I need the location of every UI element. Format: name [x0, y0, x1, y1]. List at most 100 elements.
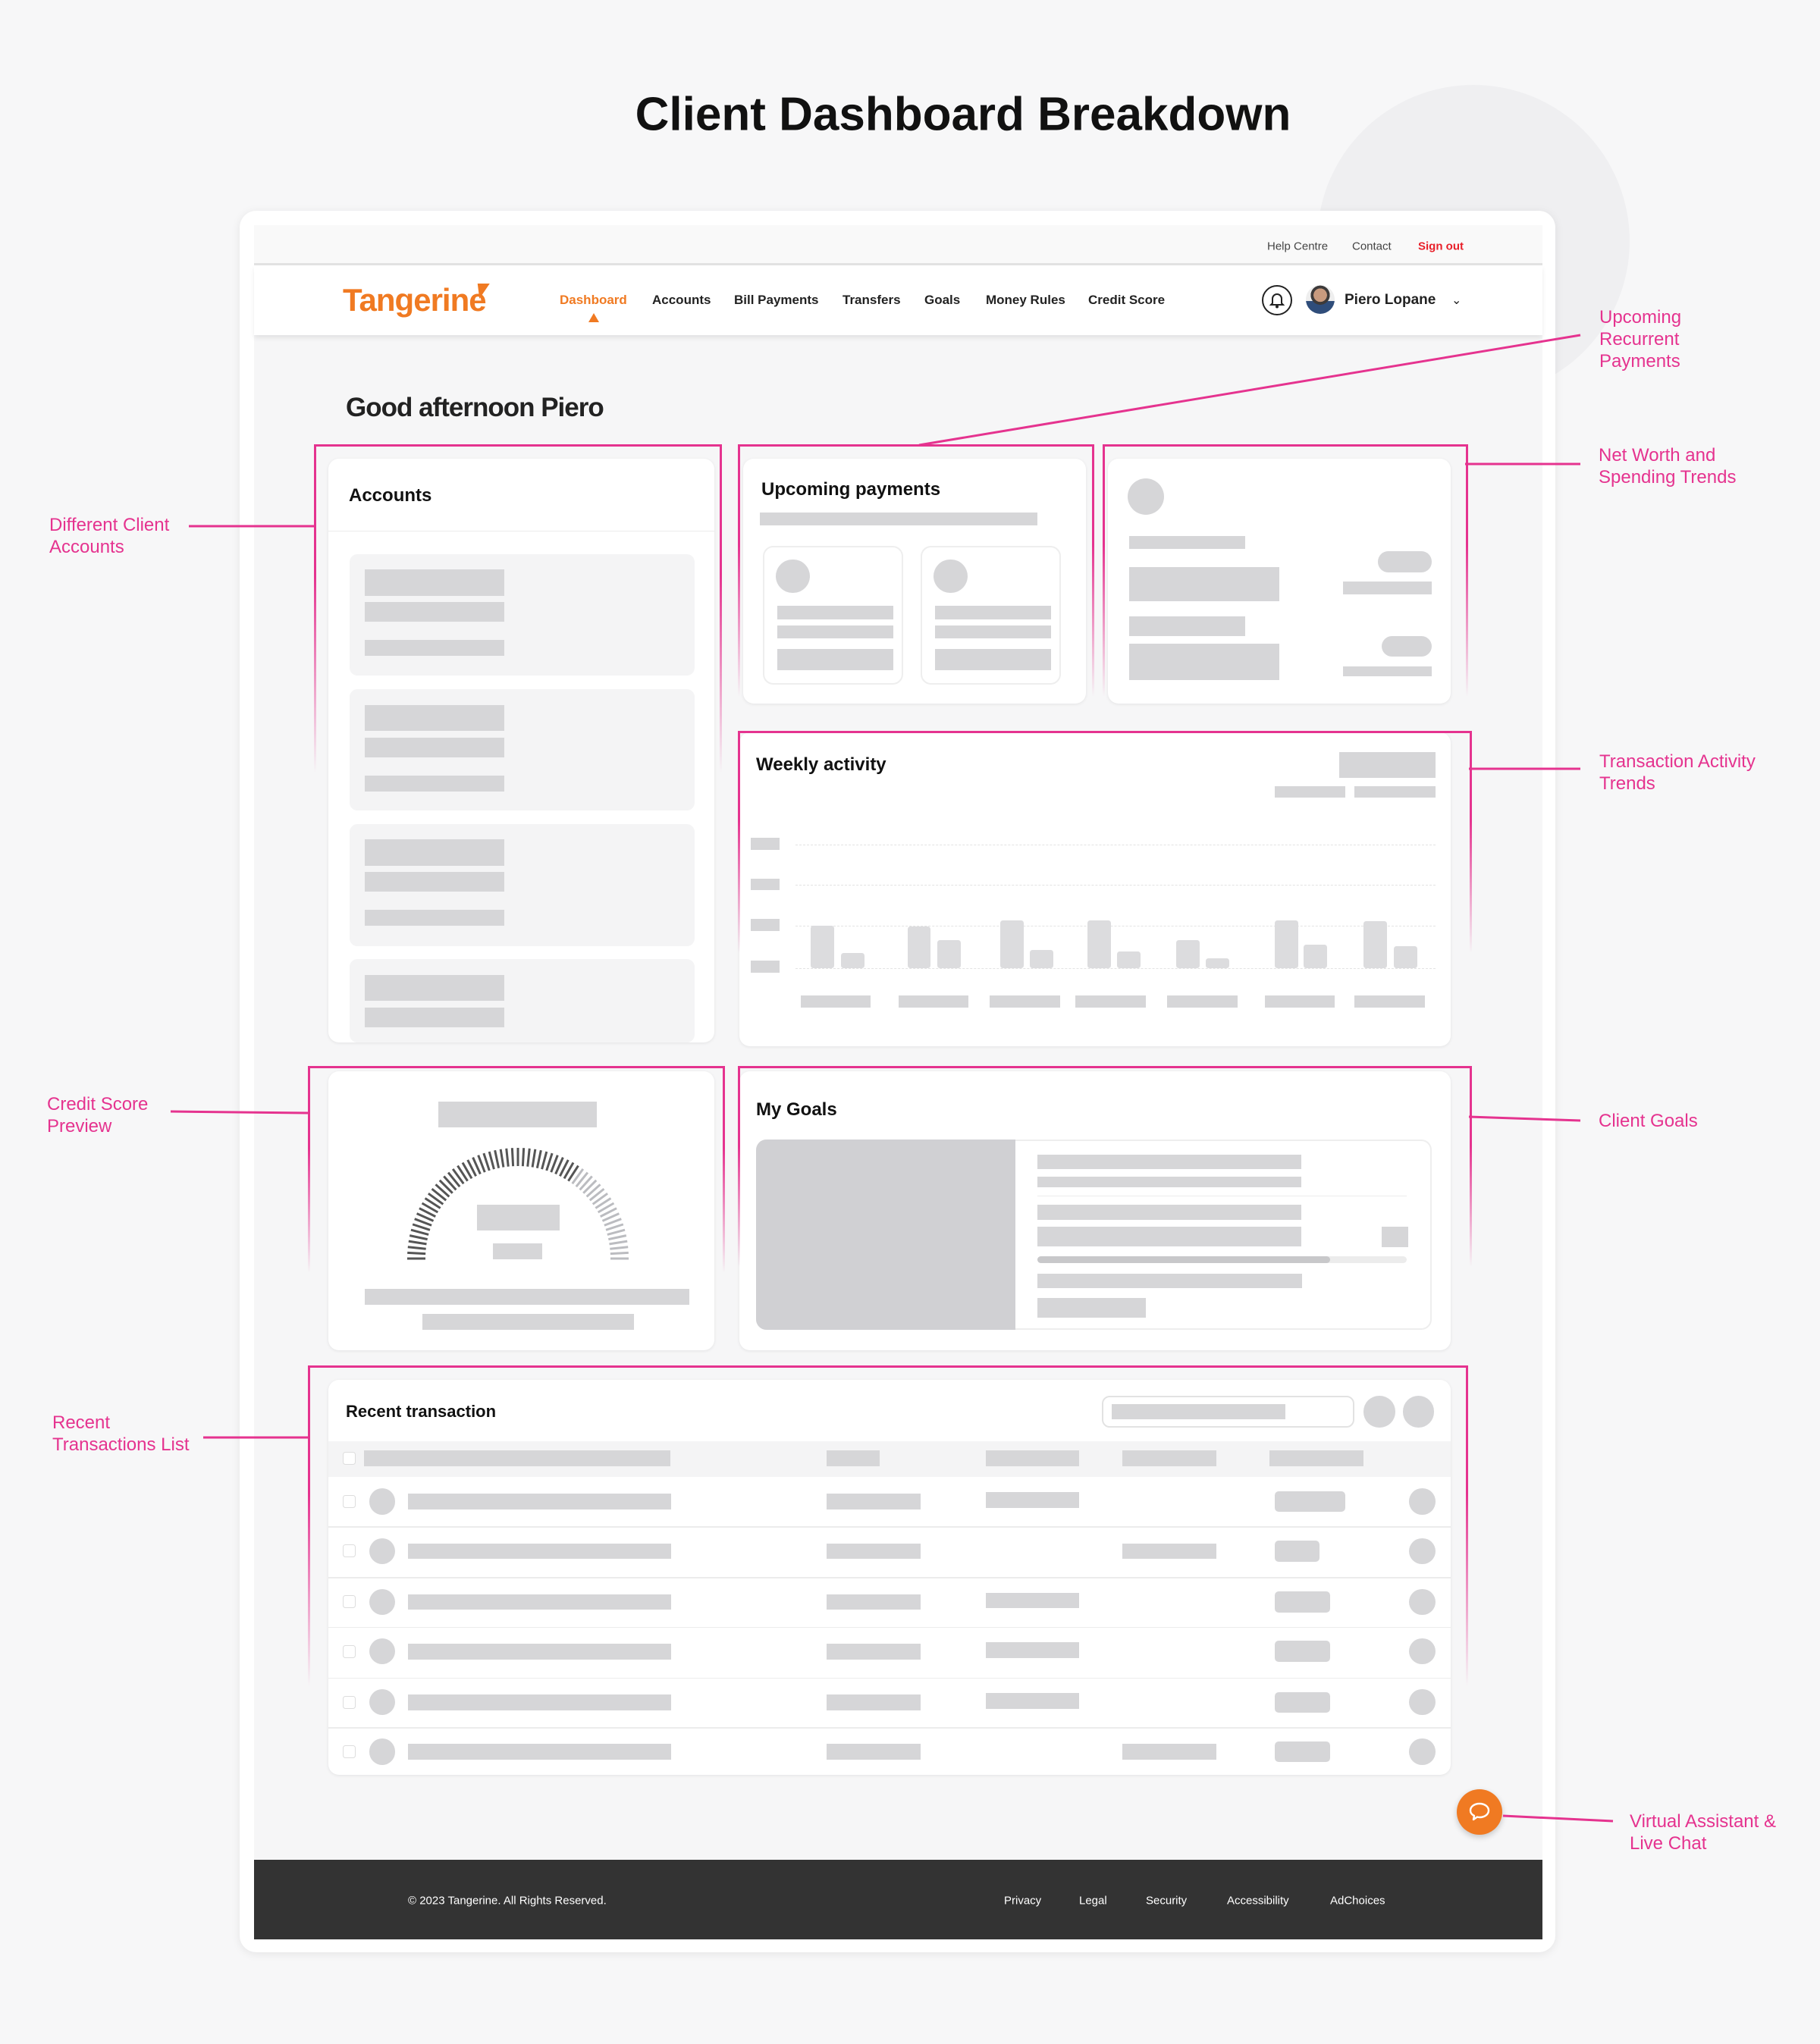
y-axis-label: [751, 878, 780, 891]
gauge-tick: [451, 1168, 465, 1185]
gauge-tick: [575, 1171, 589, 1188]
avatar[interactable]: [1306, 285, 1335, 314]
nav-credit-score[interactable]: Credit Score: [1088, 293, 1166, 307]
nav-bill-payments[interactable]: Bill Payments: [734, 293, 819, 307]
gauge-tick: [582, 1179, 598, 1194]
skeleton-bar: [365, 839, 505, 866]
gauge-tick: [407, 1246, 426, 1250]
activity-bar: [811, 925, 835, 969]
skeleton-pill: [1378, 551, 1432, 572]
user-name[interactable]: Piero Lopane: [1345, 292, 1436, 308]
nav-money-rules[interactable]: Money Rules: [986, 293, 1065, 307]
skeleton-bar: [826, 1694, 921, 1710]
footer-legal[interactable]: Legal: [1079, 1894, 1107, 1908]
skeleton-bar: [365, 705, 505, 732]
transaction-icon: [369, 1689, 395, 1716]
outline-weekly: [738, 731, 1472, 953]
gauge-tick: [499, 1149, 505, 1168]
gauge-tick: [559, 1159, 570, 1177]
footer-security[interactable]: Security: [1146, 1894, 1188, 1908]
gauge-tick: [550, 1155, 559, 1173]
row-checkbox: [343, 1494, 356, 1509]
skeleton-bar: [365, 738, 505, 757]
row-action-button: [1409, 1488, 1436, 1515]
page-title: Client Dashboard Breakdown: [635, 88, 1291, 141]
weekly-activity-card: [739, 732, 1451, 1046]
row-divider: [328, 1577, 1451, 1578]
skeleton-bar: [934, 625, 1051, 639]
gauge-tick: [457, 1165, 469, 1182]
skeleton-bar: [1338, 751, 1436, 779]
skeleton-bar: [777, 606, 893, 619]
column-header: [1269, 1450, 1364, 1467]
gauge-tick: [466, 1159, 477, 1177]
chevron-down-icon[interactable]: ⌄: [1451, 294, 1462, 307]
footer-accessibility[interactable]: Accessibility: [1227, 1894, 1289, 1908]
gauge-tick: [428, 1192, 444, 1205]
gauge-tick: [535, 1149, 542, 1168]
skeleton-bar: [1354, 785, 1436, 798]
gauge-tick: [443, 1175, 457, 1191]
transaction-icon: [369, 1738, 395, 1765]
activity-bar: [1117, 951, 1141, 969]
gauge-tick: [409, 1234, 428, 1241]
skeleton-bar: [826, 1543, 921, 1560]
gauge-tick: [521, 1148, 526, 1167]
transaction-icon: [369, 1538, 395, 1565]
skeleton-bar: [365, 775, 505, 792]
bell-icon[interactable]: [1262, 285, 1292, 315]
skeleton-bar: [1342, 666, 1432, 677]
skeleton-bar: [1112, 1403, 1286, 1420]
nav-transfers[interactable]: Transfers: [843, 293, 901, 307]
gauge-tick: [510, 1148, 515, 1167]
outline-networth: [1103, 444, 1468, 697]
gauge-tick: [414, 1218, 432, 1227]
upcoming-payments-title: Upcoming payments: [761, 479, 941, 500]
outline-recent: [308, 1365, 1468, 1686]
gridline: [795, 968, 1436, 970]
transaction-icon: [369, 1638, 395, 1665]
gauge-tick: [554, 1157, 564, 1175]
gauge-tick: [610, 1246, 629, 1250]
chat-button[interactable]: [1457, 1789, 1502, 1835]
skeleton-pill: [1382, 635, 1432, 657]
gauge-tick: [567, 1165, 579, 1182]
row-divider: [328, 1526, 1451, 1528]
gauge-tick: [421, 1202, 439, 1214]
amount-badge: [1275, 1591, 1330, 1613]
column-header: [826, 1450, 880, 1467]
gauge-tick: [597, 1202, 615, 1214]
footer-adchoices[interactable]: AdChoices: [1330, 1894, 1385, 1908]
annotation-recent: Recent Transactions List: [52, 1412, 190, 1455]
gauge-tick: [600, 1207, 617, 1218]
gauge-tick: [541, 1151, 548, 1170]
contact-link[interactable]: Contact: [1352, 240, 1392, 253]
footer-privacy[interactable]: Privacy: [1004, 1894, 1042, 1908]
sign-out-link[interactable]: Sign out: [1418, 240, 1464, 253]
goal-image: [756, 1139, 1016, 1330]
annotation-assistant: Virtual Assistant & Live Chat: [1630, 1811, 1776, 1854]
gauge-tick: [604, 1218, 622, 1227]
activity-bar: [1030, 950, 1054, 969]
help-centre-link[interactable]: Help Centre: [1267, 240, 1329, 253]
skeleton-bar: [777, 625, 893, 639]
skeleton-bar: [1128, 644, 1279, 681]
skeleton-circle: [933, 559, 968, 594]
gauge-tick: [610, 1251, 629, 1256]
row-checkbox: [343, 1644, 356, 1658]
nav-dashboard[interactable]: Dashboard: [560, 293, 627, 307]
tangerine-logo[interactable]: Tangerine: [343, 282, 487, 318]
gauge-tick: [605, 1223, 624, 1231]
row-checkbox: [343, 1695, 356, 1709]
gauge-tick: [447, 1171, 461, 1188]
amount-badge: [1275, 1741, 1330, 1763]
skeleton-bar: [826, 1494, 921, 1509]
nav-accounts[interactable]: Accounts: [652, 293, 711, 307]
gauge-tick: [571, 1168, 585, 1185]
amount-badge: [1275, 1691, 1330, 1713]
skeleton-bar: [1342, 581, 1432, 594]
annotation-upcoming: Upcoming Recurrent Payments: [1599, 307, 1682, 371]
skeleton-bar: [408, 1744, 672, 1760]
gauge-tick: [592, 1192, 608, 1205]
nav-goals[interactable]: Goals: [924, 293, 961, 307]
